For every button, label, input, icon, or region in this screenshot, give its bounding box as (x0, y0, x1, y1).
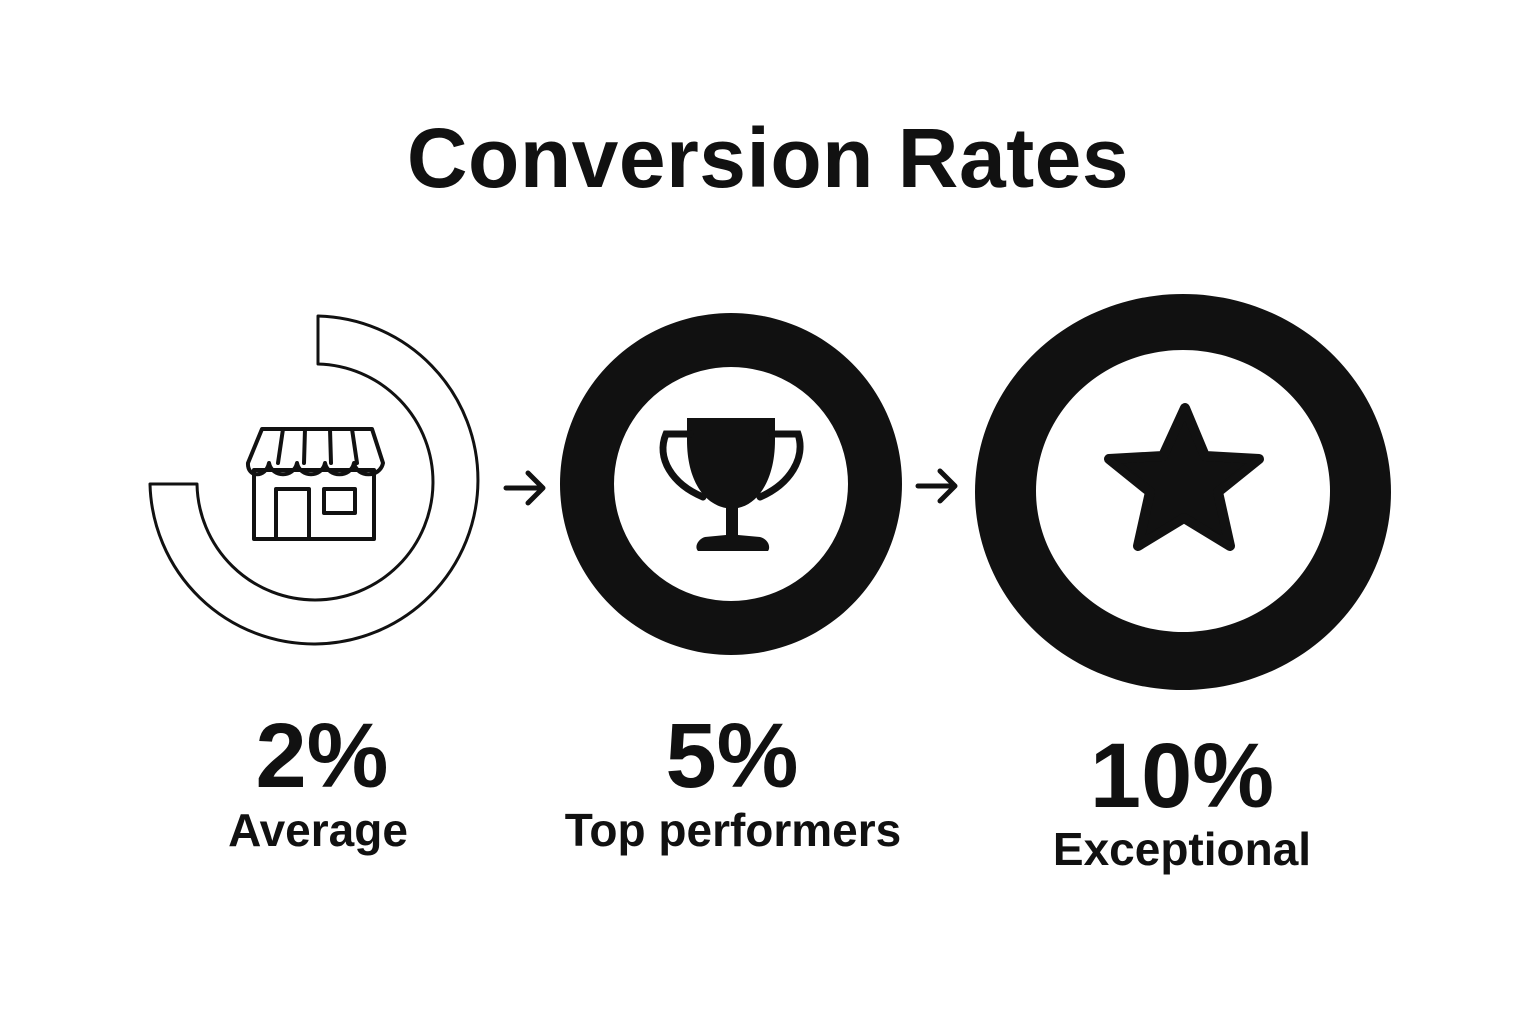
trophy-icon (659, 418, 804, 551)
stage-top-performers-ring (559, 313, 902, 656)
stage-exceptional-ring (974, 294, 1391, 690)
arrow-right-icon (503, 470, 546, 506)
stage-average-label: Average (228, 804, 408, 856)
arrow-right-icon (915, 468, 958, 504)
stage-exceptional-label: Exceptional (1052, 823, 1312, 875)
page-title: Conversion Rates (406, 111, 1130, 205)
stage-average-ring (148, 314, 480, 646)
stage-average-value: 2% (255, 705, 389, 807)
stage-top-performers-value: 5% (665, 705, 799, 807)
stage-top-performers-label: Top performers (564, 804, 902, 856)
storefront-icon (246, 427, 385, 541)
stage-exceptional-value: 10% (1089, 725, 1275, 827)
star-icon (1104, 403, 1264, 551)
